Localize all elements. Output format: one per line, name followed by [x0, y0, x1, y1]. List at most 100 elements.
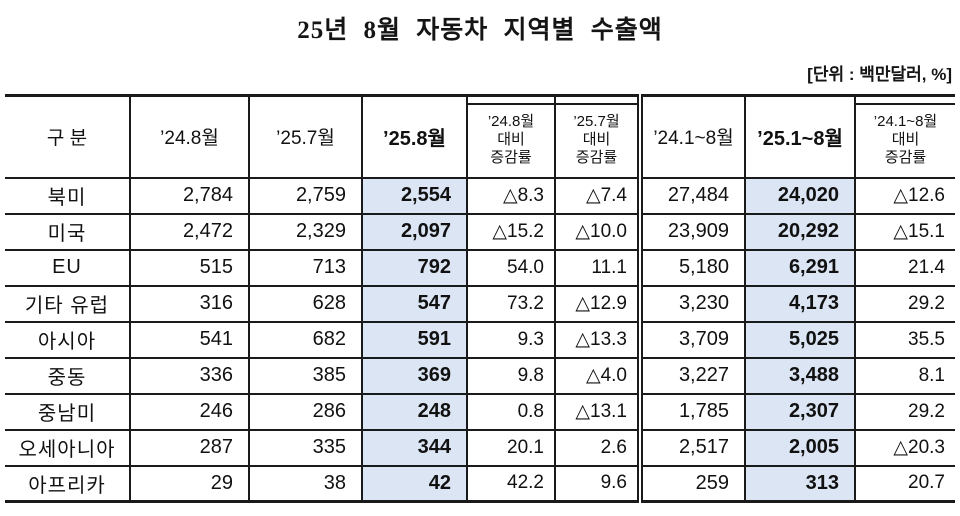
cell-value: 2,759	[248, 176, 363, 215]
row-label: 아시아	[5, 320, 131, 359]
table-row-other-europe: 기타 유럽 316 628 547 73.2 △12.9 3,230 4,173…	[5, 284, 955, 323]
row-label: 중남미	[5, 392, 131, 431]
cell-value: △12.9	[554, 284, 641, 323]
row-label: 중동	[5, 356, 131, 395]
cell-value: 9.3	[466, 320, 556, 359]
table-row-africa: 아프리카 29 38 42 42.2 9.6 259 313 20.7	[5, 464, 955, 503]
cell-value: 344	[361, 428, 468, 467]
cell-value: 2,005	[744, 428, 856, 467]
cell-value: 2,097	[361, 212, 468, 251]
col-header-cum-rate: ’24.1~8월 대비 증감률	[854, 94, 955, 179]
col-header-yoy-rate: ’24.8월 대비 증감률	[466, 94, 556, 179]
cell-value: △10.0	[554, 212, 641, 251]
cell-value: 42.2	[466, 464, 556, 503]
cell-value: 5,180	[637, 248, 746, 287]
cell-value: 248	[361, 392, 468, 431]
cell-value: △13.3	[554, 320, 641, 359]
cell-value: 2,784	[129, 176, 250, 215]
cell-value: 286	[248, 392, 363, 431]
cell-value: △20.3	[854, 428, 955, 467]
cell-value: 541	[129, 320, 250, 359]
cell-value: 73.2	[466, 284, 556, 323]
cell-value: 3,709	[637, 320, 746, 359]
row-label: 오세아니아	[5, 428, 131, 467]
cell-value: △13.1	[554, 392, 641, 431]
cell-value: 6,291	[744, 248, 856, 287]
cell-value: 5,025	[744, 320, 856, 359]
cell-value: 8.1	[854, 356, 955, 395]
cell-value: 792	[361, 248, 468, 287]
cell-value: 713	[248, 248, 363, 287]
col-header-cum-2025: ’25.1~8월	[744, 94, 856, 179]
table-row-usa: 미국 2,472 2,329 2,097 △15.2 △10.0 23,909 …	[5, 212, 955, 251]
col-header-mom-rate: ’25.7월 대비 증감률	[554, 94, 641, 179]
cell-value: 4,173	[744, 284, 856, 323]
cell-value: 24,020	[744, 176, 856, 215]
cell-value: 35.5	[854, 320, 955, 359]
page-title: 25년 8월 자동차 지역별 수출액	[297, 17, 663, 44]
export-table: 구 분 ’24.8월 ’25.7월 ’25.8월 ’24.8월 대비 증감률 ’…	[5, 94, 955, 503]
cell-value: 1,785	[637, 392, 746, 431]
cell-value: 3,488	[744, 356, 856, 395]
cell-value: 313	[744, 464, 856, 503]
col-header-mom-rate-label: ’25.7월 대비 증감률	[557, 103, 637, 175]
unit-label: [단위 : 백만달러, %]	[807, 65, 952, 84]
cell-value: 591	[361, 320, 468, 359]
cell-value: 54.0	[466, 248, 556, 287]
cell-value: 628	[248, 284, 363, 323]
col-header-jul-2025: ’25.7월	[248, 94, 363, 179]
cell-value: 2,307	[744, 392, 856, 431]
table-row-latin-america: 중남미 246 286 248 0.8 △13.1 1,785 2,307 29…	[5, 392, 955, 431]
cell-value: 336	[129, 356, 250, 395]
table-row-eu: EU 515 713 792 54.0 11.1 5,180 6,291 21.…	[5, 248, 955, 287]
col-header-aug-2025: ’25.8월	[361, 94, 468, 179]
cell-value: 2,329	[248, 212, 363, 251]
cell-value: 11.1	[554, 248, 641, 287]
cell-value: 369	[361, 356, 468, 395]
cell-value: △12.6	[854, 176, 955, 215]
cell-value: △4.0	[554, 356, 641, 395]
cell-value: 547	[361, 284, 468, 323]
row-label: EU	[5, 248, 131, 287]
cell-value: 29.2	[854, 392, 955, 431]
cell-value: 3,227	[637, 356, 746, 395]
cell-value: 9.8	[466, 356, 556, 395]
cell-value: △15.1	[854, 212, 955, 251]
col-header-yoy-rate-label: ’24.8월 대비 증감률	[469, 103, 553, 175]
row-label: 북미	[5, 176, 131, 215]
col-header-cum-rate-label: ’24.1~8월 대비 증감률	[857, 103, 955, 175]
cell-value: 287	[129, 428, 250, 467]
cell-value: △15.2	[466, 212, 556, 251]
cell-value: 3,230	[637, 284, 746, 323]
col-header-aug-2024: ’24.8월	[129, 94, 250, 179]
cell-value: 23,909	[637, 212, 746, 251]
cell-value: △7.4	[554, 176, 641, 215]
cell-value: 246	[129, 392, 250, 431]
cell-value: 21.4	[854, 248, 955, 287]
cell-value: 42	[361, 464, 468, 503]
table-row-asia: 아시아 541 682 591 9.3 △13.3 3,709 5,025 35…	[5, 320, 955, 359]
row-label: 기타 유럽	[5, 284, 131, 323]
cell-value: 335	[248, 428, 363, 467]
cell-value: 29	[129, 464, 250, 503]
cell-value: △8.3	[466, 176, 556, 215]
cell-value: 515	[129, 248, 250, 287]
header-row: 구 분 ’24.8월 ’25.7월 ’25.8월 ’24.8월 대비 증감률 ’…	[5, 94, 955, 179]
cell-value: 385	[248, 356, 363, 395]
cell-value: 682	[248, 320, 363, 359]
col-header-category: 구 분	[5, 94, 131, 179]
cell-value: 29.2	[854, 284, 955, 323]
cell-value: 316	[129, 284, 250, 323]
cell-value: 2,472	[129, 212, 250, 251]
page: 25년 8월 자동차 지역별 수출액 [단위 : 백만달러, %] 구 분 ’2…	[0, 10, 960, 516]
cell-value: 9.6	[554, 464, 641, 503]
cell-value: 0.8	[466, 392, 556, 431]
cell-value: 20.1	[466, 428, 556, 467]
row-label: 아프리카	[5, 464, 131, 503]
cell-value: 20.7	[854, 464, 955, 503]
cell-value: 27,484	[637, 176, 746, 215]
table-row-oceania: 오세아니아 287 335 344 20.1 2.6 2,517 2,005 △…	[5, 428, 955, 467]
cell-value: 259	[637, 464, 746, 503]
cell-value: 2.6	[554, 428, 641, 467]
cell-value: 2,554	[361, 176, 468, 215]
